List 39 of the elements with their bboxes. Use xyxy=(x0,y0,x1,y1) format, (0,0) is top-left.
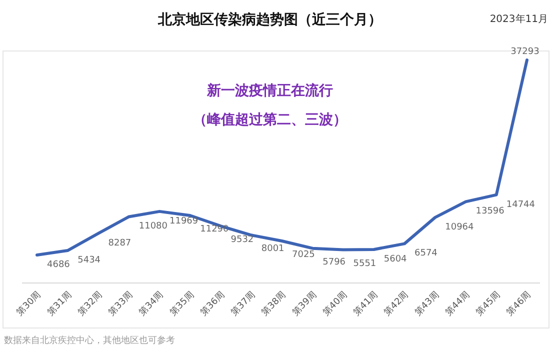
text: 数据来自北京疾控中心，其他地区也可参考 xyxy=(4,335,175,346)
data-label: 8287 xyxy=(108,238,132,248)
text: 2023年11月 xyxy=(490,13,548,25)
x-tick-label: 第36周 xyxy=(198,289,227,318)
x-tick-label: 第33周 xyxy=(106,289,135,318)
data-label: 6574 xyxy=(414,248,438,259)
data-label: 5604 xyxy=(384,254,408,264)
x-tick-label: 第30周 xyxy=(14,289,44,318)
x-tick-label: 第31周 xyxy=(45,289,74,318)
x-tick-label: 第32周 xyxy=(76,289,104,318)
x-tick-label: 第44周 xyxy=(443,289,472,318)
x-tick-label: 第40周 xyxy=(320,289,350,318)
data-label: 7025 xyxy=(292,250,315,260)
data-label: 4686 xyxy=(47,260,70,270)
data-label: 37293 xyxy=(510,47,540,57)
x-tick-label: 第41周 xyxy=(351,289,380,318)
annotation: （峰值超过第二、三波） xyxy=(193,112,347,128)
data-label: 5551 xyxy=(353,258,376,269)
x-tick-label: 第35周 xyxy=(168,289,196,318)
data-label: 5434 xyxy=(78,256,101,266)
x-tick-label: 第46周 xyxy=(504,289,534,318)
data-label: 5796 xyxy=(322,257,346,268)
x-tick-label: 第38周 xyxy=(260,289,288,318)
data-label: 11290 xyxy=(200,224,230,234)
x-tick-label: 第45周 xyxy=(474,289,502,318)
x-tick-label: 第39周 xyxy=(290,289,319,318)
data-label: 13596 xyxy=(476,206,505,217)
x-tick-label: 第43周 xyxy=(412,289,442,318)
x-tick-label: 第34周 xyxy=(137,289,166,318)
chart-title: 北京地区传染病趋势图（近三个月） xyxy=(157,11,382,28)
data-label: 9532 xyxy=(230,235,254,245)
x-tick-label: 第42周 xyxy=(382,289,411,318)
data-label: 11080 xyxy=(138,222,168,232)
annotation: 新一波疫情正在流行 xyxy=(206,82,333,99)
data-label: 11969 xyxy=(170,216,198,226)
data-label: 10964 xyxy=(445,222,474,232)
x-tick-label: 第37周 xyxy=(228,289,258,318)
data-label: 14744 xyxy=(506,200,536,210)
data-label: 8001 xyxy=(261,244,284,254)
